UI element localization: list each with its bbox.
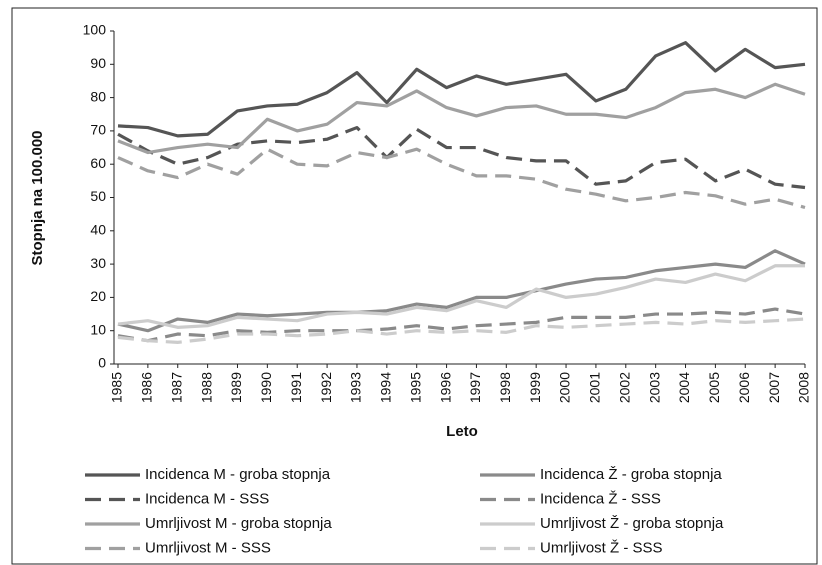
- y-tick-label: 70: [90, 122, 106, 138]
- y-tick-label: 0: [98, 355, 106, 371]
- line-series: [117, 249, 806, 333]
- line-series: [117, 147, 806, 210]
- x-tick-label: 2002: [616, 372, 632, 403]
- y-tick-label: 40: [90, 222, 106, 238]
- frame: [11, 7, 818, 565]
- y-tick-label: 50: [90, 188, 106, 204]
- x-tick-label: 1996: [437, 372, 453, 403]
- line-series: [117, 317, 806, 344]
- legend-label: Incidenca Ž - groba stopnja: [540, 466, 722, 483]
- line-series: [117, 41, 806, 138]
- line-series: [117, 82, 806, 155]
- x-tick-label: 2003: [646, 372, 662, 403]
- x-tick-label: 2001: [587, 372, 603, 403]
- x-tick-label: 2007: [766, 372, 782, 403]
- line-series: [117, 264, 805, 329]
- x-tick-label: 1989: [228, 372, 244, 403]
- x-tick-label: 1998: [497, 372, 513, 403]
- x-tick-label: 2000: [557, 372, 573, 403]
- x-axis-title: Leto: [446, 423, 478, 440]
- x-tick-label: 2006: [736, 372, 752, 403]
- legend-label: Umrljivost M - groba stopnja: [145, 515, 332, 532]
- legend-label: Umrljivost M - SSS: [145, 539, 271, 556]
- line-series: [117, 307, 806, 343]
- x-tick-label: 1999: [527, 372, 543, 403]
- legend-label: Incidenca Ž - SSS: [540, 490, 661, 507]
- legend-label: Umrljivost Ž - SSS: [540, 539, 663, 556]
- x-tick-label: 1994: [378, 372, 394, 403]
- y-axis-title: Stopnja na 100.000: [29, 130, 46, 265]
- x-tick-label: 1995: [407, 372, 423, 403]
- y-tick-label: 20: [90, 288, 106, 304]
- y-tick-label: 100: [83, 22, 107, 38]
- legend-label: Incidenca M - SSS: [145, 490, 269, 507]
- x-tick-label: 1990: [258, 372, 274, 403]
- x-tick-label: 1985: [109, 372, 125, 403]
- y-tick-label: 30: [90, 255, 106, 271]
- x-tick-label: 1993: [348, 372, 364, 403]
- x-tick-label: 1988: [198, 372, 214, 403]
- x-tick-label: 2004: [676, 372, 692, 403]
- x-tick-label: 1991: [288, 372, 304, 403]
- y-tick-label: 10: [90, 321, 106, 337]
- legend-label: Umrljivost Ž - groba stopnja: [540, 515, 724, 532]
- y-tick-label: 80: [90, 88, 106, 104]
- x-tick-label: 1997: [467, 372, 483, 403]
- line-series: [117, 125, 806, 190]
- y-tick-label: 60: [90, 155, 106, 171]
- x-tick-label: 2008: [796, 372, 812, 403]
- y-tick-label: 90: [90, 55, 106, 71]
- x-tick-label: 1986: [139, 372, 155, 403]
- legend-label: Incidenca M - groba stopnja: [145, 466, 331, 483]
- x-tick-label: 2005: [706, 372, 722, 403]
- x-tick-label: 1987: [168, 372, 184, 403]
- x-tick-label: 1992: [318, 372, 334, 403]
